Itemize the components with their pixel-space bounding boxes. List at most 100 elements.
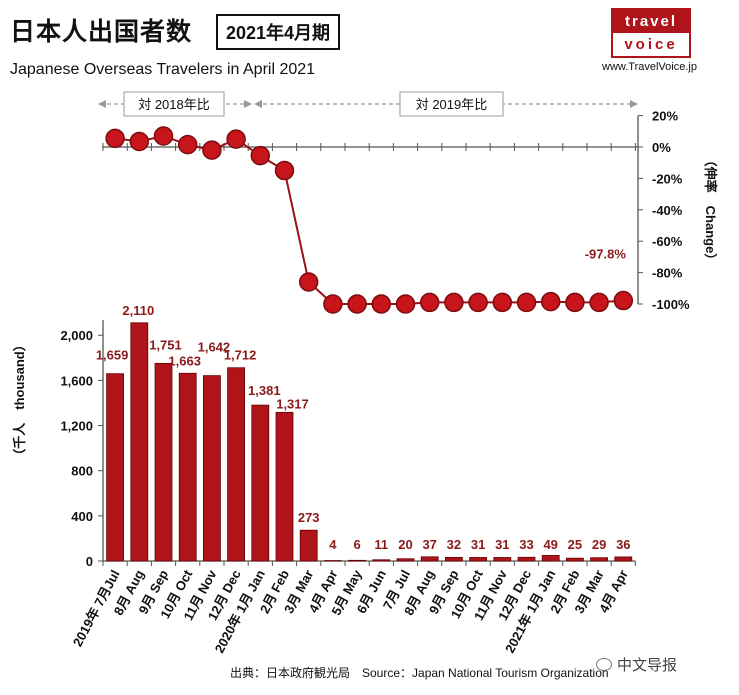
change-line-chart: 対 2018年比 対 2019年比 20% 0% -20% -40% -60% -80% -10… [98, 91, 718, 314]
change-point [129, 131, 150, 152]
bar-value-label: 273 [298, 510, 320, 525]
change-point [613, 290, 634, 311]
change-point [226, 129, 246, 149]
page-title: 日本人出国者数 [10, 18, 193, 46]
y-tick-label: 400 [71, 509, 93, 524]
arrow-head [98, 100, 106, 108]
change-point [153, 126, 174, 146]
comparison-label: 対 2018年比 [138, 97, 210, 112]
bar [178, 372, 197, 562]
bar [299, 529, 318, 562]
bar [420, 556, 439, 562]
bar [372, 559, 391, 562]
y-tick-label: -60% [652, 234, 683, 249]
bar-value-label: 1,381 [248, 383, 281, 398]
travelvoice-logo: travel voice [611, 8, 691, 58]
bar [590, 557, 608, 562]
change-point [589, 292, 609, 313]
change-point [274, 160, 295, 181]
arrow-head [254, 100, 262, 108]
bar-value-label: 29 [592, 537, 606, 552]
change-point [540, 291, 561, 312]
y-tick-label: 0% [652, 140, 671, 155]
arrow-head [244, 100, 252, 108]
bar-value-label: 11 [374, 537, 388, 552]
bar-value-label: 1,751 [149, 337, 182, 352]
bar-value-label: 33 [519, 537, 533, 552]
travelers-bar-chart: 0 400 800 1,200 1,600 2,000 （千人 thousand） 1,659… [12, 303, 636, 655]
change-point [444, 292, 464, 313]
bar [275, 411, 294, 562]
bar [493, 557, 512, 562]
change-point [177, 134, 198, 155]
y-tick-label: -20% [652, 171, 683, 186]
y-tick-label: -100% [652, 297, 690, 312]
watermark-text: 中文导报 [617, 657, 678, 674]
bar-value-label: 20 [398, 537, 412, 552]
bar-value-label: 31 [495, 537, 509, 552]
wechat-icon [596, 658, 612, 671]
bar-value-label: 37 [422, 537, 436, 552]
bar [396, 558, 415, 562]
y-tick-label: 1,200 [60, 419, 93, 434]
bar [614, 556, 633, 562]
bar [202, 375, 221, 562]
y-tick-label: 800 [71, 464, 93, 479]
bar [444, 556, 463, 562]
source-credit: 出典：日本政府観光局 Source：Japan National Tourism… [230, 666, 609, 680]
y-tick-label: 1,600 [60, 373, 93, 388]
bar [566, 557, 584, 562]
y-tick-label: 20% [652, 109, 678, 124]
comparison-box [123, 91, 225, 117]
arrow-head [630, 100, 638, 108]
y-tick-label: -40% [652, 203, 683, 218]
site-url: www.TravelVoice.jp [602, 61, 697, 73]
comparison-box [399, 91, 504, 117]
bar [154, 362, 173, 562]
bar [130, 322, 149, 562]
change-point [565, 292, 585, 313]
change-point [202, 140, 222, 160]
bar-value-label: 1,663 [168, 353, 201, 368]
bar-value-label: 1,642 [198, 340, 231, 355]
change-point [298, 272, 319, 292]
change-point [250, 145, 271, 166]
logo-bottom-text: voice [624, 36, 678, 53]
bar [517, 556, 536, 562]
change-series-line [114, 134, 624, 305]
logo-top-text: travel [613, 10, 689, 33]
bar-value-label: 6 [353, 537, 360, 552]
bar [227, 367, 246, 562]
change-point [492, 292, 513, 313]
bar-value-label: 1,712 [224, 348, 257, 363]
change-annotation: -97.8% [585, 247, 627, 262]
bar [251, 404, 270, 562]
change-point [105, 128, 125, 149]
bar [348, 559, 367, 562]
change-point [468, 292, 488, 313]
change-point [516, 292, 537, 313]
bar [541, 555, 560, 562]
change-point [395, 294, 416, 314]
bar-value-label: 1,317 [276, 396, 309, 411]
bar-value-label: 2,110 [122, 303, 154, 318]
y-tick-label: 0 [86, 554, 93, 569]
bar-value-label: 25 [568, 537, 582, 552]
bar [469, 557, 488, 562]
y-axis-label: （千人 thousand） [12, 338, 27, 462]
y-tick-label: -80% [652, 266, 683, 281]
bar-value-label: 36 [616, 537, 630, 552]
bar-value-label: 4 [329, 537, 337, 552]
english-title: Japanese Overseas Travelers in April 202… [10, 61, 316, 78]
change-point [419, 292, 440, 313]
watermark: 中文导报 [596, 654, 677, 675]
change-point [347, 294, 367, 314]
y-tick-label: 2,000 [60, 328, 93, 343]
change-point [371, 294, 392, 314]
bar-value-label: 49 [543, 537, 557, 552]
comparison-label: 対 2019年比 [416, 97, 488, 112]
bar [106, 373, 124, 562]
bar-value-label: 32 [447, 537, 461, 552]
y-axis-label: （伸率 Change） [703, 154, 718, 267]
